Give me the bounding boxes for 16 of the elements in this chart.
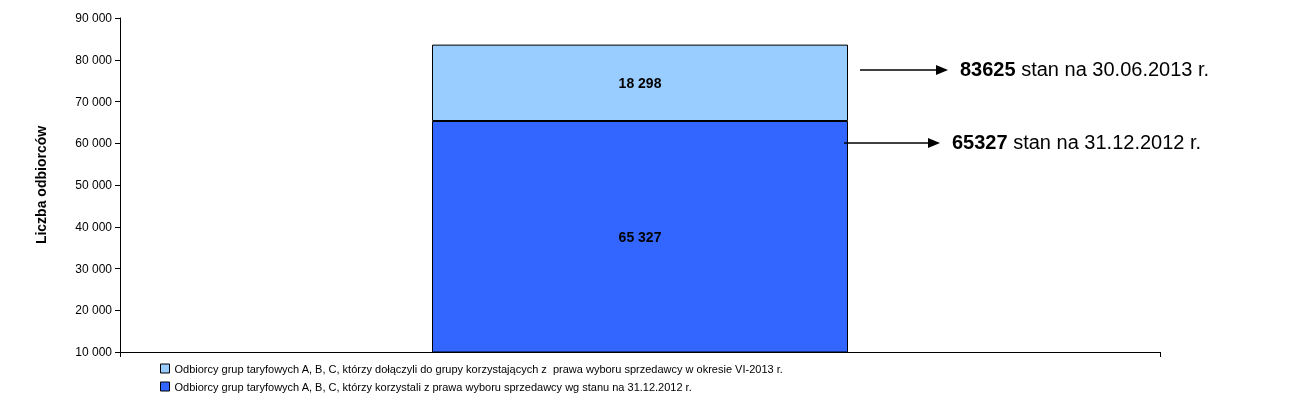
y-tick-label: 30 000: [75, 261, 113, 276]
data-label: 65 327: [618, 228, 662, 245]
y-tick-label: 20 000: [75, 303, 113, 318]
y-tick-label: 70 000: [75, 94, 113, 109]
y-tick-label: 90 000: [75, 11, 113, 25]
data-label: 18 298: [618, 74, 662, 91]
annotation: 83625 stan na 30.06.2013 r.: [960, 58, 1210, 81]
y-tick-label: 10 000: [75, 345, 113, 359]
y-tick-label: 50 000: [75, 178, 113, 192]
y-tick-label: 40 000: [75, 219, 113, 234]
y-tick-label: 60 000: [75, 136, 113, 151]
annotation: 65327 stan na 31.12.2012 r.: [952, 131, 1202, 154]
y-axis-title: Liczba odbiorców: [33, 125, 49, 245]
legend-label: Odbiorcy grup taryfowych A, B, C, którzy korzystali z prawa wyboru sprzedawcy wg stanu na 31.12.2012 r.: [174, 380, 692, 393]
y-tick-label: 80 000: [75, 52, 113, 67]
legend-label: Odbiorcy grup taryfowych A, B, C, którzy dołączyli do grupy korzystających z prawa wyboru sprzedawcy w okresie VI-2013 r.: [174, 362, 783, 375]
